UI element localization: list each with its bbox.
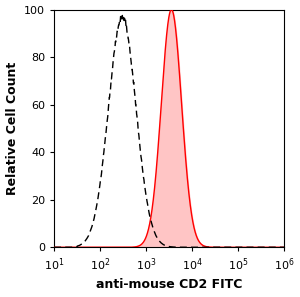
X-axis label: anti-mouse CD2 FITC: anti-mouse CD2 FITC [96, 279, 242, 291]
Y-axis label: Relative Cell Count: Relative Cell Count [6, 62, 19, 195]
